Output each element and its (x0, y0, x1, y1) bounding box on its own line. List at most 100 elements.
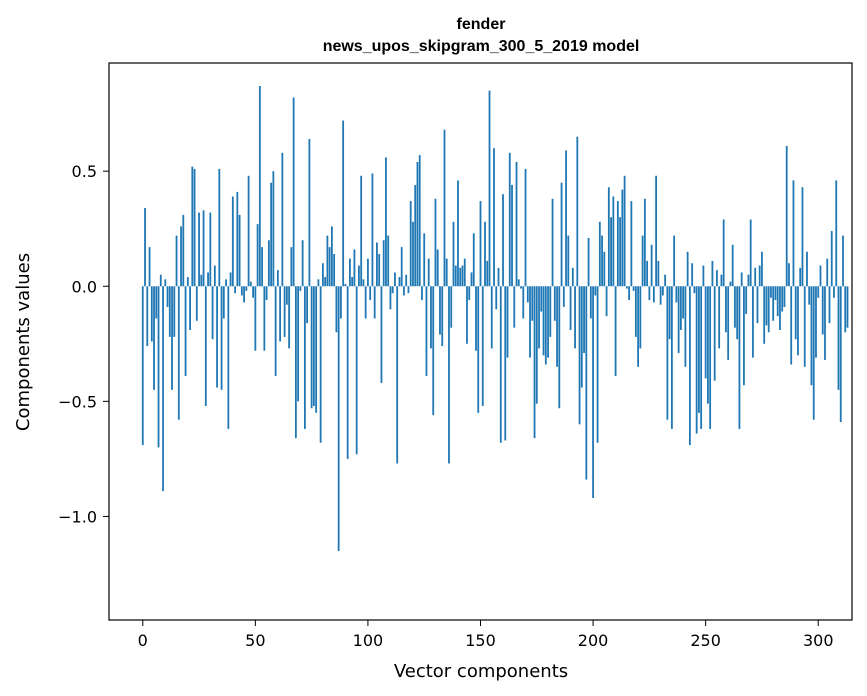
bar-128 (430, 286, 432, 349)
bar-60 (276, 270, 279, 287)
bar-104 (376, 242, 378, 287)
bar-75 (310, 286, 313, 409)
bar-203 (598, 221, 601, 287)
bar-294 (803, 286, 806, 367)
bar-271 (752, 286, 754, 358)
bar-63 (283, 286, 286, 337)
bar-78 (317, 279, 320, 287)
bar-305 (828, 286, 831, 324)
bar-237 (675, 286, 678, 303)
bar-82 (326, 235, 329, 287)
bar-146 (470, 272, 473, 287)
bar-292 (799, 267, 802, 287)
bar-215 (625, 286, 628, 289)
bar-103 (373, 286, 376, 319)
bar-17 (180, 226, 182, 287)
chart-subtitle: news_upos_skipgram_300_5_2019 model (323, 38, 640, 55)
bar-64 (285, 286, 288, 305)
bar-243 (688, 286, 691, 446)
x-tick-label: 300 (803, 631, 834, 650)
bar-49 (252, 286, 254, 298)
bar-291 (797, 286, 799, 356)
bar-282 (776, 286, 779, 317)
bar-28 (204, 286, 207, 406)
bar-121 (414, 184, 417, 287)
bar-289 (792, 180, 795, 287)
bar-132 (439, 286, 441, 335)
bar-274 (758, 265, 761, 287)
bar-260 (727, 286, 730, 360)
x-tick-label: 50 (245, 631, 265, 650)
bar-225 (648, 286, 651, 301)
bar-296 (808, 286, 811, 305)
bar-148 (475, 286, 477, 351)
bar-262 (731, 244, 734, 287)
bar-283 (779, 286, 781, 330)
bar-19 (184, 286, 187, 377)
bar-312 (844, 286, 847, 333)
bar-150 (479, 201, 482, 287)
bar-161 (504, 286, 507, 441)
bar-138 (452, 221, 455, 287)
bar-56 (267, 240, 270, 287)
bar-240 (682, 286, 685, 319)
bar-51 (256, 224, 259, 287)
bar-313 (846, 286, 849, 328)
bar-91 (346, 286, 349, 459)
bar-304 (826, 258, 829, 287)
bar-46 (245, 286, 248, 291)
bar-140 (457, 180, 459, 287)
bar-108 (385, 157, 387, 287)
bar-110 (389, 286, 392, 310)
x-axis-label: Vector components (394, 661, 568, 682)
bar-34 (218, 168, 221, 287)
bar-127 (427, 258, 430, 287)
bar-174 (533, 286, 536, 439)
bar-244 (691, 263, 694, 287)
bar-119 (409, 201, 412, 287)
bar-130 (434, 198, 437, 287)
bar-249 (702, 265, 705, 287)
bar-245 (693, 286, 696, 294)
bar-298 (812, 286, 815, 420)
bar-2 (146, 286, 149, 347)
x-tick-label: 0 (138, 631, 148, 650)
chart-title: fender (457, 16, 506, 33)
bars-layer (141, 86, 849, 551)
bar-133 (441, 286, 444, 347)
bar-77 (315, 286, 318, 413)
y-tick-label: −1.0 (58, 507, 97, 526)
bar-143 (463, 258, 466, 287)
bar-5 (153, 286, 155, 390)
bar-106 (380, 286, 383, 383)
bar-242 (686, 251, 689, 287)
bar-186 (560, 182, 563, 287)
bar-41 (234, 286, 236, 294)
bar-160 (502, 194, 504, 287)
bar-173 (531, 286, 534, 321)
x-tick-label: 250 (690, 631, 721, 650)
bar-21 (189, 286, 191, 330)
bar-12 (168, 286, 171, 337)
bar-170 (524, 168, 527, 287)
bar-113 (396, 286, 399, 464)
bar-92 (349, 258, 351, 287)
bar-285 (783, 286, 786, 307)
bar-295 (806, 251, 808, 287)
bar-209 (612, 196, 615, 287)
bar-236 (673, 235, 676, 287)
bar-162 (506, 286, 509, 358)
bar-210 (614, 286, 617, 377)
bar-116 (403, 286, 405, 296)
bar-6 (155, 286, 158, 319)
bar-252 (709, 286, 712, 429)
bar-22 (191, 166, 194, 287)
bar-194 (578, 286, 581, 425)
bar-185 (558, 286, 561, 409)
y-tick-label: 0.0 (72, 277, 97, 296)
bar-221 (639, 286, 642, 349)
bar-280 (772, 286, 775, 321)
bar-120 (412, 221, 414, 287)
bar-70 (299, 286, 302, 291)
